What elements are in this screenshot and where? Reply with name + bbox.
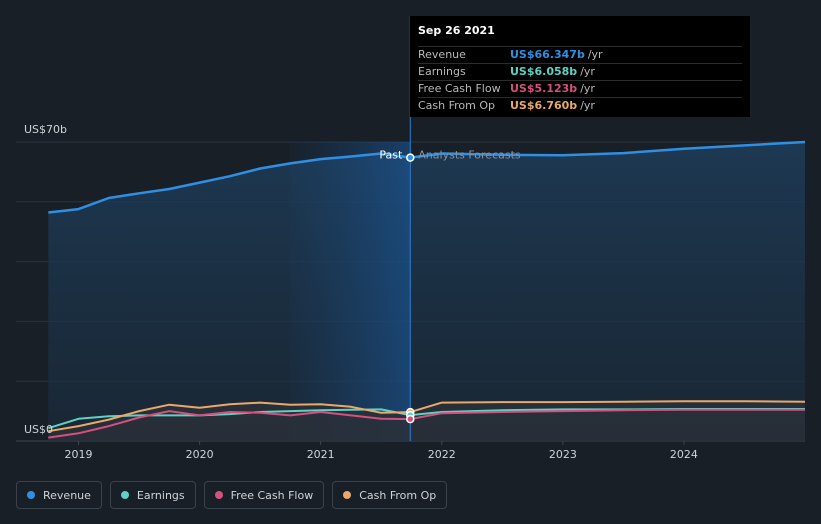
legend-label: Free Cash Flow xyxy=(230,488,314,502)
tooltip: Sep 26 2021 Revenue US$66.347b /yr Earni… xyxy=(410,16,750,117)
series-line-free-cash-flow xyxy=(48,408,805,439)
tooltip-row-cash-from-op: Cash From Op US$6.760b /yr xyxy=(418,97,742,114)
y-axis-label-bottom: US$0 xyxy=(24,423,53,436)
tooltip-label: Free Cash Flow xyxy=(418,82,501,95)
tooltip-row-free-cash-flow: Free Cash Flow US$5.123b /yr xyxy=(418,80,742,97)
tooltip-unit: /yr xyxy=(587,48,603,61)
legend: Revenue Earnings Free Cash Flow Cash Fro… xyxy=(16,481,448,509)
tooltip-row-earnings: Earnings US$6.058b /yr xyxy=(418,63,742,80)
tooltip-date: Sep 26 2021 xyxy=(418,24,495,37)
tooltip-unit: /yr xyxy=(580,65,595,78)
tooltip-label: Cash From Op xyxy=(418,99,496,112)
legend-label: Earnings xyxy=(136,488,185,502)
legend-label: Cash From Op xyxy=(359,488,437,502)
tooltip-label: Earnings xyxy=(418,65,466,78)
legend-item-free-cash-flow[interactable]: Free Cash Flow xyxy=(203,481,325,509)
legend-dot-icon xyxy=(343,491,352,499)
revenue-area xyxy=(48,142,806,441)
y-axis-label-top: US$70b xyxy=(24,123,67,136)
past-label: Past xyxy=(379,149,403,162)
x-tick-label: 2024 xyxy=(670,448,698,461)
legend-label: Revenue xyxy=(43,488,91,502)
legend-item-cash-from-op[interactable]: Cash From Op xyxy=(332,481,448,509)
x-tick-label: 2021 xyxy=(307,448,335,461)
forecast-label: Analysts Forecasts xyxy=(418,149,521,162)
x-tick-label: 2020 xyxy=(186,448,214,461)
legend-item-earnings[interactable]: Earnings xyxy=(109,481,196,509)
series-line-cash-from-op xyxy=(48,400,806,433)
tooltip-row-revenue: Revenue US$66.347b /yr xyxy=(418,46,742,63)
legend-dot-icon xyxy=(120,491,129,499)
tooltip-label: Revenue xyxy=(418,48,466,61)
legend-item-revenue[interactable]: Revenue xyxy=(16,481,102,509)
legend-dot-icon xyxy=(214,491,223,499)
past-highlight xyxy=(289,142,411,441)
tooltip-unit: /yr xyxy=(580,82,595,95)
tooltip-value: US$66.347b xyxy=(510,48,585,61)
marker-revenue xyxy=(406,153,415,162)
x-tick-label: 2019 xyxy=(65,448,93,461)
tooltip-value: US$6.760b xyxy=(510,99,578,112)
x-tick-label: 2022 xyxy=(428,448,456,461)
series-line-revenue xyxy=(48,140,806,214)
tooltip-value: US$5.123b xyxy=(510,82,578,95)
x-tick-label: 2023 xyxy=(549,448,577,461)
tooltip-unit: /yr xyxy=(580,99,595,112)
legend-dot-icon xyxy=(27,491,35,499)
marker-free-cash-flow xyxy=(406,414,415,424)
tooltip-value: US$6.058b xyxy=(510,65,578,78)
